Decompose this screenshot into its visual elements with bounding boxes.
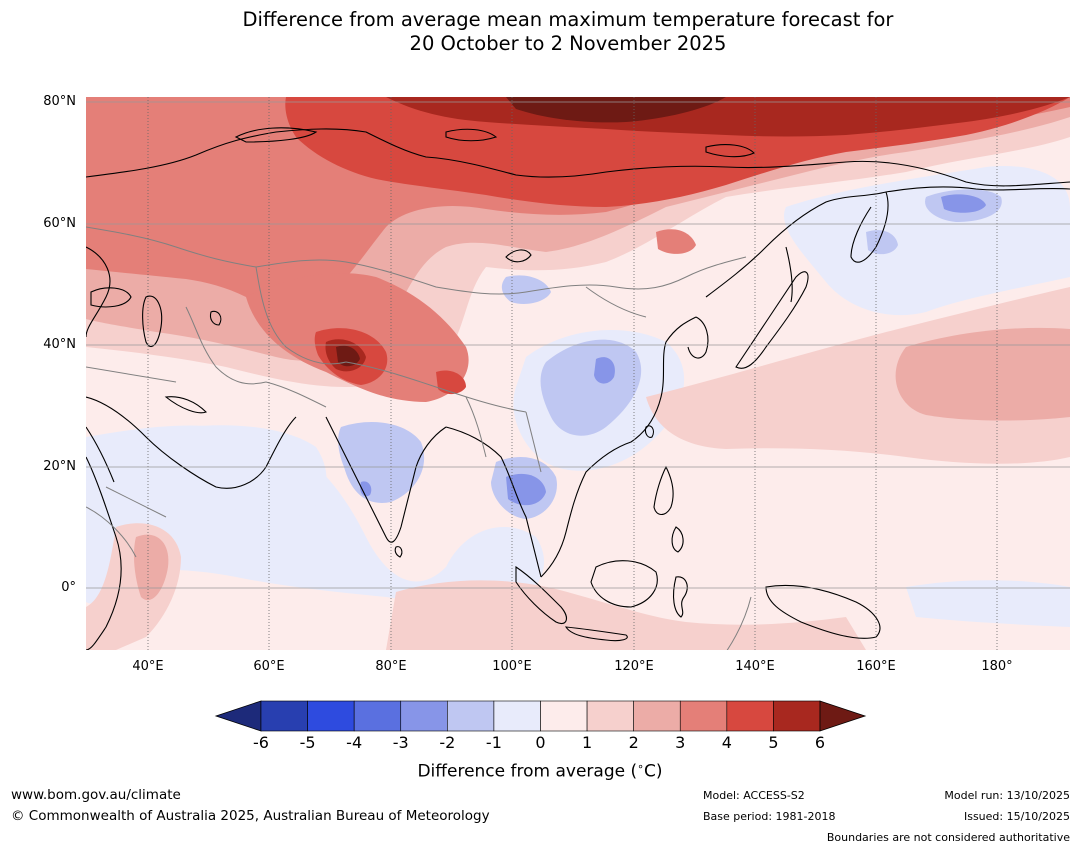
graticule bbox=[147, 97, 998, 650]
lat-label-0: 0° bbox=[61, 580, 76, 595]
colorbar-segment bbox=[260, 700, 308, 732]
latitude-lines bbox=[86, 101, 1070, 589]
anomaly-region-salmon-africa bbox=[133, 534, 169, 601]
colorbar-segment bbox=[726, 700, 774, 732]
footer-issued: Issued: 15/10/2025 bbox=[963, 810, 1070, 823]
anomaly-region-light-blue-arabian-sea bbox=[180, 425, 327, 518]
colorbar-tick-label: 3 bbox=[675, 733, 686, 752]
footer-boundaries-note: Boundaries are not considered authoritat… bbox=[826, 831, 1070, 844]
anomaly-region-blue-india bbox=[338, 422, 425, 503]
colorbar-tick-label: 5 bbox=[768, 733, 779, 752]
colorbar-segment bbox=[353, 700, 402, 732]
lon-label-160e: 160°E bbox=[856, 659, 896, 674]
footer-website[interactable]: www.bom.gov.au/climate bbox=[11, 787, 181, 803]
colorbar-segment bbox=[493, 700, 541, 732]
colorbar-tick-label: -3 bbox=[392, 733, 409, 752]
anomaly-region-pink-indonesia bbox=[386, 580, 866, 650]
colorbar-tick-label: -1 bbox=[485, 733, 502, 752]
anomaly-region-salmon-pacific bbox=[895, 327, 1070, 421]
anomaly-region-mid-blue-indochina bbox=[506, 473, 546, 506]
colorbar-segment bbox=[773, 700, 821, 732]
footer-model-run: Model run: 13/10/2025 bbox=[944, 789, 1070, 802]
colorbar-tick-label: 1 bbox=[581, 733, 593, 752]
lat-label-40n: 40°N bbox=[43, 337, 76, 352]
anomaly-region-light-blue-northeast-asia bbox=[784, 166, 1070, 316]
colorbar-tick-label: -6 bbox=[253, 733, 269, 752]
colorbar-segment bbox=[400, 700, 448, 732]
colorbar-label-degree: ∘ bbox=[637, 760, 644, 773]
lon-label-60e: 60°E bbox=[253, 659, 285, 674]
colorbar-tick-label: 4 bbox=[721, 733, 732, 752]
anomaly-region-mid-blue-kamchatka bbox=[941, 194, 986, 213]
lon-label-100e: 100°E bbox=[492, 659, 532, 674]
anomaly-region-strong-red-qinghai bbox=[436, 370, 466, 395]
footer-copyright: © Commonwealth of Australia 2025, Austra… bbox=[11, 808, 490, 824]
anomaly-region-mid-blue-india bbox=[360, 481, 372, 497]
lon-label-120e: 120°E bbox=[614, 659, 654, 674]
anomaly-region-pink-pacific bbox=[646, 287, 1070, 464]
anomaly-region-blue-east-siberia bbox=[866, 230, 898, 255]
footer-base-period: Base period: 1981-2018 bbox=[703, 810, 836, 823]
colorbar-tick-label: -4 bbox=[346, 733, 363, 752]
footer-model: Model: ACCESS-S2 bbox=[703, 789, 805, 802]
lon-label-180: 180° bbox=[981, 659, 1013, 674]
colorbar-extend-high bbox=[819, 700, 867, 732]
colorbar-segment bbox=[586, 700, 634, 732]
lat-label-80n: 80°N bbox=[43, 94, 76, 109]
map-title: Difference from average mean maximum tem… bbox=[0, 8, 1081, 56]
anomaly-region-red-east-siberia bbox=[656, 229, 696, 254]
coastlines bbox=[86, 127, 1070, 650]
colorbar-tick-label: 2 bbox=[628, 733, 639, 752]
temperature-anomaly-map bbox=[86, 97, 1070, 650]
colorbar-segment bbox=[633, 700, 681, 732]
colorbar-label-unit: C) bbox=[644, 761, 663, 782]
map-title-line2: 20 October to 2 November 2025 bbox=[409, 32, 727, 55]
lon-label-80e: 80°E bbox=[375, 659, 407, 674]
anomaly-region-light-blue-equatorial bbox=[906, 580, 1070, 627]
colorbar-tick-label: -2 bbox=[439, 733, 456, 752]
lon-label-140e: 140°E bbox=[735, 659, 775, 674]
colorbar-tick-label: 6 bbox=[814, 733, 826, 752]
colorbar-segment bbox=[447, 700, 495, 732]
colorbar-tick-label: 0 bbox=[535, 733, 546, 752]
country-boundaries bbox=[86, 226, 752, 650]
colorbar-segment bbox=[540, 700, 588, 732]
colorbar-segment bbox=[679, 700, 728, 732]
lat-label-20n: 20°N bbox=[43, 459, 76, 474]
map-svg bbox=[86, 97, 1070, 650]
lon-label-40e: 40°E bbox=[132, 659, 164, 674]
anomaly-region-blue-mongolia bbox=[501, 275, 551, 304]
anomaly-region-extreme-tibet bbox=[336, 345, 360, 367]
colorbar-extend-low bbox=[214, 700, 262, 732]
colorbar-tick-label: -5 bbox=[299, 733, 316, 752]
map-title-line1: Difference from average mean maximum tem… bbox=[242, 8, 894, 31]
colorbar-label-text: Difference from average ( bbox=[417, 761, 638, 782]
anomaly-region-extreme-siberia bbox=[506, 97, 726, 123]
colorbar-segment bbox=[307, 700, 355, 732]
colorbar-label: Difference from average (∘C) bbox=[300, 760, 780, 782]
colorbar-segments bbox=[214, 700, 867, 732]
anomaly-region-mid-blue-china bbox=[594, 357, 615, 384]
anomaly-region-blue-china bbox=[540, 339, 642, 436]
lat-label-60n: 60°N bbox=[43, 216, 76, 231]
